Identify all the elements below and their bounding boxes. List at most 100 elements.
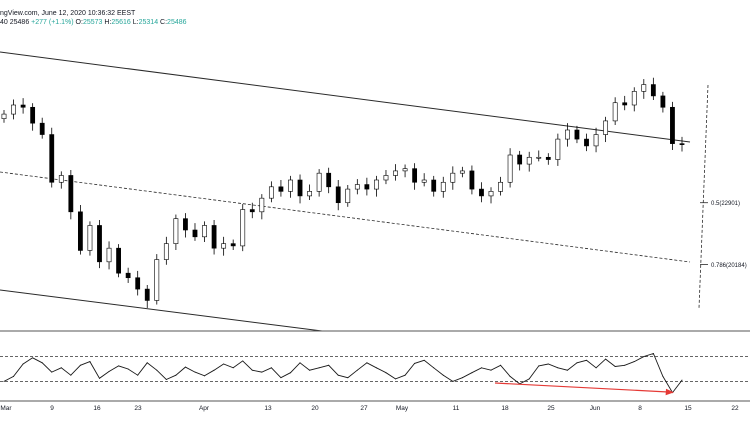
- candle-body: [374, 179, 379, 190]
- candle-body: [240, 209, 246, 247]
- candle-body: [154, 259, 160, 301]
- candle: [641, 79, 647, 99]
- candle: [11, 99, 16, 120]
- candle: [545, 153, 551, 165]
- candle-body: [603, 120, 609, 135]
- divergence-arrow-line: [494, 382, 669, 393]
- oscillator-point: [32, 357, 34, 359]
- candle: [144, 285, 150, 308]
- oscillator-point: [662, 375, 664, 377]
- oscillator-point: [223, 363, 225, 365]
- candle-body: [383, 175, 389, 181]
- time-axis-tick-label: Jun: [590, 405, 601, 412]
- oscillator-line: [3, 352, 683, 394]
- candle: [77, 205, 83, 255]
- candle-body: [87, 225, 93, 251]
- candle: [230, 239, 236, 250]
- oscillator-point: [337, 374, 339, 376]
- oscillator-point: [576, 362, 578, 364]
- oscillator-point: [270, 367, 272, 369]
- candle-body: [393, 170, 398, 176]
- candle: [660, 91, 666, 113]
- time-axis-tick-label: 16: [93, 405, 101, 412]
- candle: [192, 223, 198, 241]
- candle-body: [278, 186, 284, 192]
- candle-body: [58, 175, 64, 183]
- header-high-label: H:: [104, 19, 112, 26]
- candle: [183, 213, 188, 238]
- time-axis-tick-label: 8: [638, 405, 642, 412]
- candle-body: [230, 243, 236, 247]
- candle: [631, 87, 637, 112]
- candle: [612, 97, 618, 125]
- oscillator-point: [566, 369, 568, 371]
- oscillator-point: [108, 370, 110, 372]
- oscillator-point: [366, 362, 368, 364]
- channel-mid-line: [0, 171, 691, 263]
- candle-body: [11, 104, 16, 115]
- candle: [498, 176, 503, 196]
- oscillator-point: [624, 364, 626, 366]
- candle-body: [39, 122, 45, 135]
- candle-body: [440, 181, 446, 192]
- oscillator-point: [461, 377, 463, 379]
- candle: [345, 185, 351, 207]
- candle: [574, 125, 580, 144]
- candle: [507, 148, 513, 188]
- oscillator-point: [204, 375, 206, 377]
- oscillator-point: [595, 367, 597, 369]
- oscillator-point: [41, 362, 43, 364]
- oscillator-point: [175, 374, 177, 376]
- oscillator-point: [261, 371, 263, 373]
- candle-body: [459, 170, 465, 174]
- candle: [584, 133, 589, 152]
- candle-body: [565, 129, 570, 140]
- oscillator-point: [146, 362, 148, 364]
- candle: [431, 175, 437, 197]
- oscillator-point: [194, 371, 196, 373]
- oscillator-point: [471, 372, 473, 374]
- candle: [450, 166, 456, 190]
- candle: [536, 150, 542, 162]
- time-axis-tick-label: 11: [453, 405, 460, 412]
- candle: [97, 220, 102, 269]
- candle-body: [221, 243, 227, 249]
- oscillator-point: [51, 371, 53, 373]
- candle: [335, 180, 341, 211]
- candle-body: [202, 225, 207, 238]
- candle-body: [450, 172, 456, 183]
- candle-body: [335, 186, 341, 204]
- channel-lower-line: [0, 289, 323, 332]
- candle: [249, 202, 255, 219]
- oscillator-point: [547, 363, 549, 365]
- candle-body: [192, 229, 198, 238]
- candle-body: [364, 184, 370, 190]
- candle-body: [144, 288, 150, 301]
- oscillator-point: [184, 366, 186, 368]
- candle: [288, 175, 293, 198]
- time-axis-tick-label: 15: [684, 405, 692, 412]
- candle-body: [555, 138, 561, 160]
- candle: [240, 204, 246, 252]
- candle-body: [49, 134, 55, 183]
- divergence-arrow-head: [665, 388, 674, 396]
- oscillator-point: [500, 364, 502, 366]
- candle-body: [469, 170, 475, 190]
- time-axis-tick-label: Apr: [199, 405, 210, 412]
- oscillator-point: [165, 379, 167, 381]
- header-last: 25486: [9, 19, 30, 26]
- candle: [202, 221, 207, 243]
- candle: [20, 98, 26, 114]
- candle-body: [650, 84, 656, 97]
- oscillator-point: [137, 374, 139, 376]
- oscillator-point: [127, 368, 129, 370]
- oscillator-point: [98, 377, 100, 379]
- candle-body: [660, 95, 666, 108]
- fib-vertical-line: [698, 84, 709, 309]
- candle: [364, 177, 370, 196]
- time-axis-tick-label: 9: [50, 405, 54, 412]
- candle: [565, 123, 570, 147]
- oscillator-point: [490, 369, 492, 371]
- candle-body: [612, 102, 618, 122]
